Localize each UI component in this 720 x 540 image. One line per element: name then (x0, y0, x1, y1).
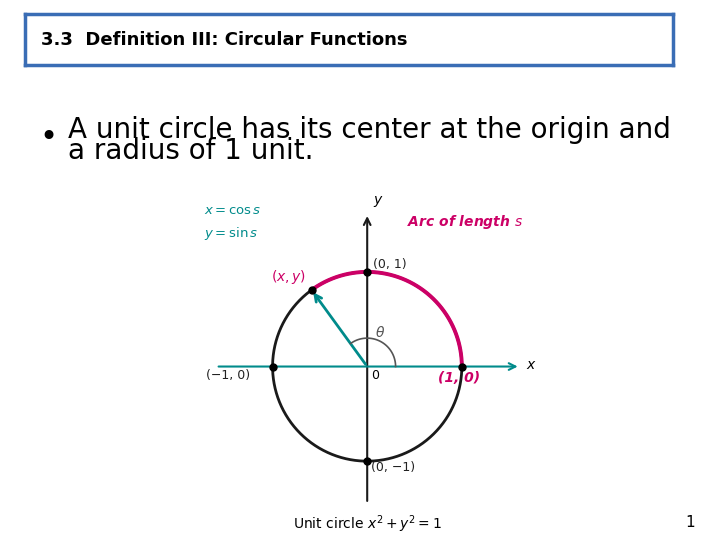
Text: Unit circle $x^2 + y^2 = 1$: Unit circle $x^2 + y^2 = 1$ (293, 513, 441, 535)
Text: (1, 0): (1, 0) (438, 370, 480, 384)
Text: 0: 0 (371, 369, 379, 382)
Text: a radius of 1 unit.: a radius of 1 unit. (68, 137, 314, 165)
Text: (0, −1): (0, −1) (371, 461, 415, 474)
Text: (−1, 0): (−1, 0) (207, 369, 251, 382)
Text: $y = \sin s$: $y = \sin s$ (204, 225, 258, 241)
Text: 3.3  Definition III: Circular Functions: 3.3 Definition III: Circular Functions (42, 31, 408, 49)
Text: $x$: $x$ (526, 357, 537, 372)
Text: $\theta$: $\theta$ (375, 326, 386, 340)
Text: Arc of length $s$: Arc of length $s$ (407, 213, 523, 231)
Text: (0, 1): (0, 1) (373, 258, 407, 271)
Text: $y$: $y$ (373, 194, 384, 210)
Text: A unit circle has its center at the origin and: A unit circle has its center at the orig… (68, 116, 671, 144)
Text: $x = \cos s$: $x = \cos s$ (204, 204, 262, 217)
Text: $(x, y)$: $(x, y)$ (271, 268, 306, 286)
Text: •: • (40, 123, 58, 152)
Text: 1: 1 (685, 515, 695, 530)
